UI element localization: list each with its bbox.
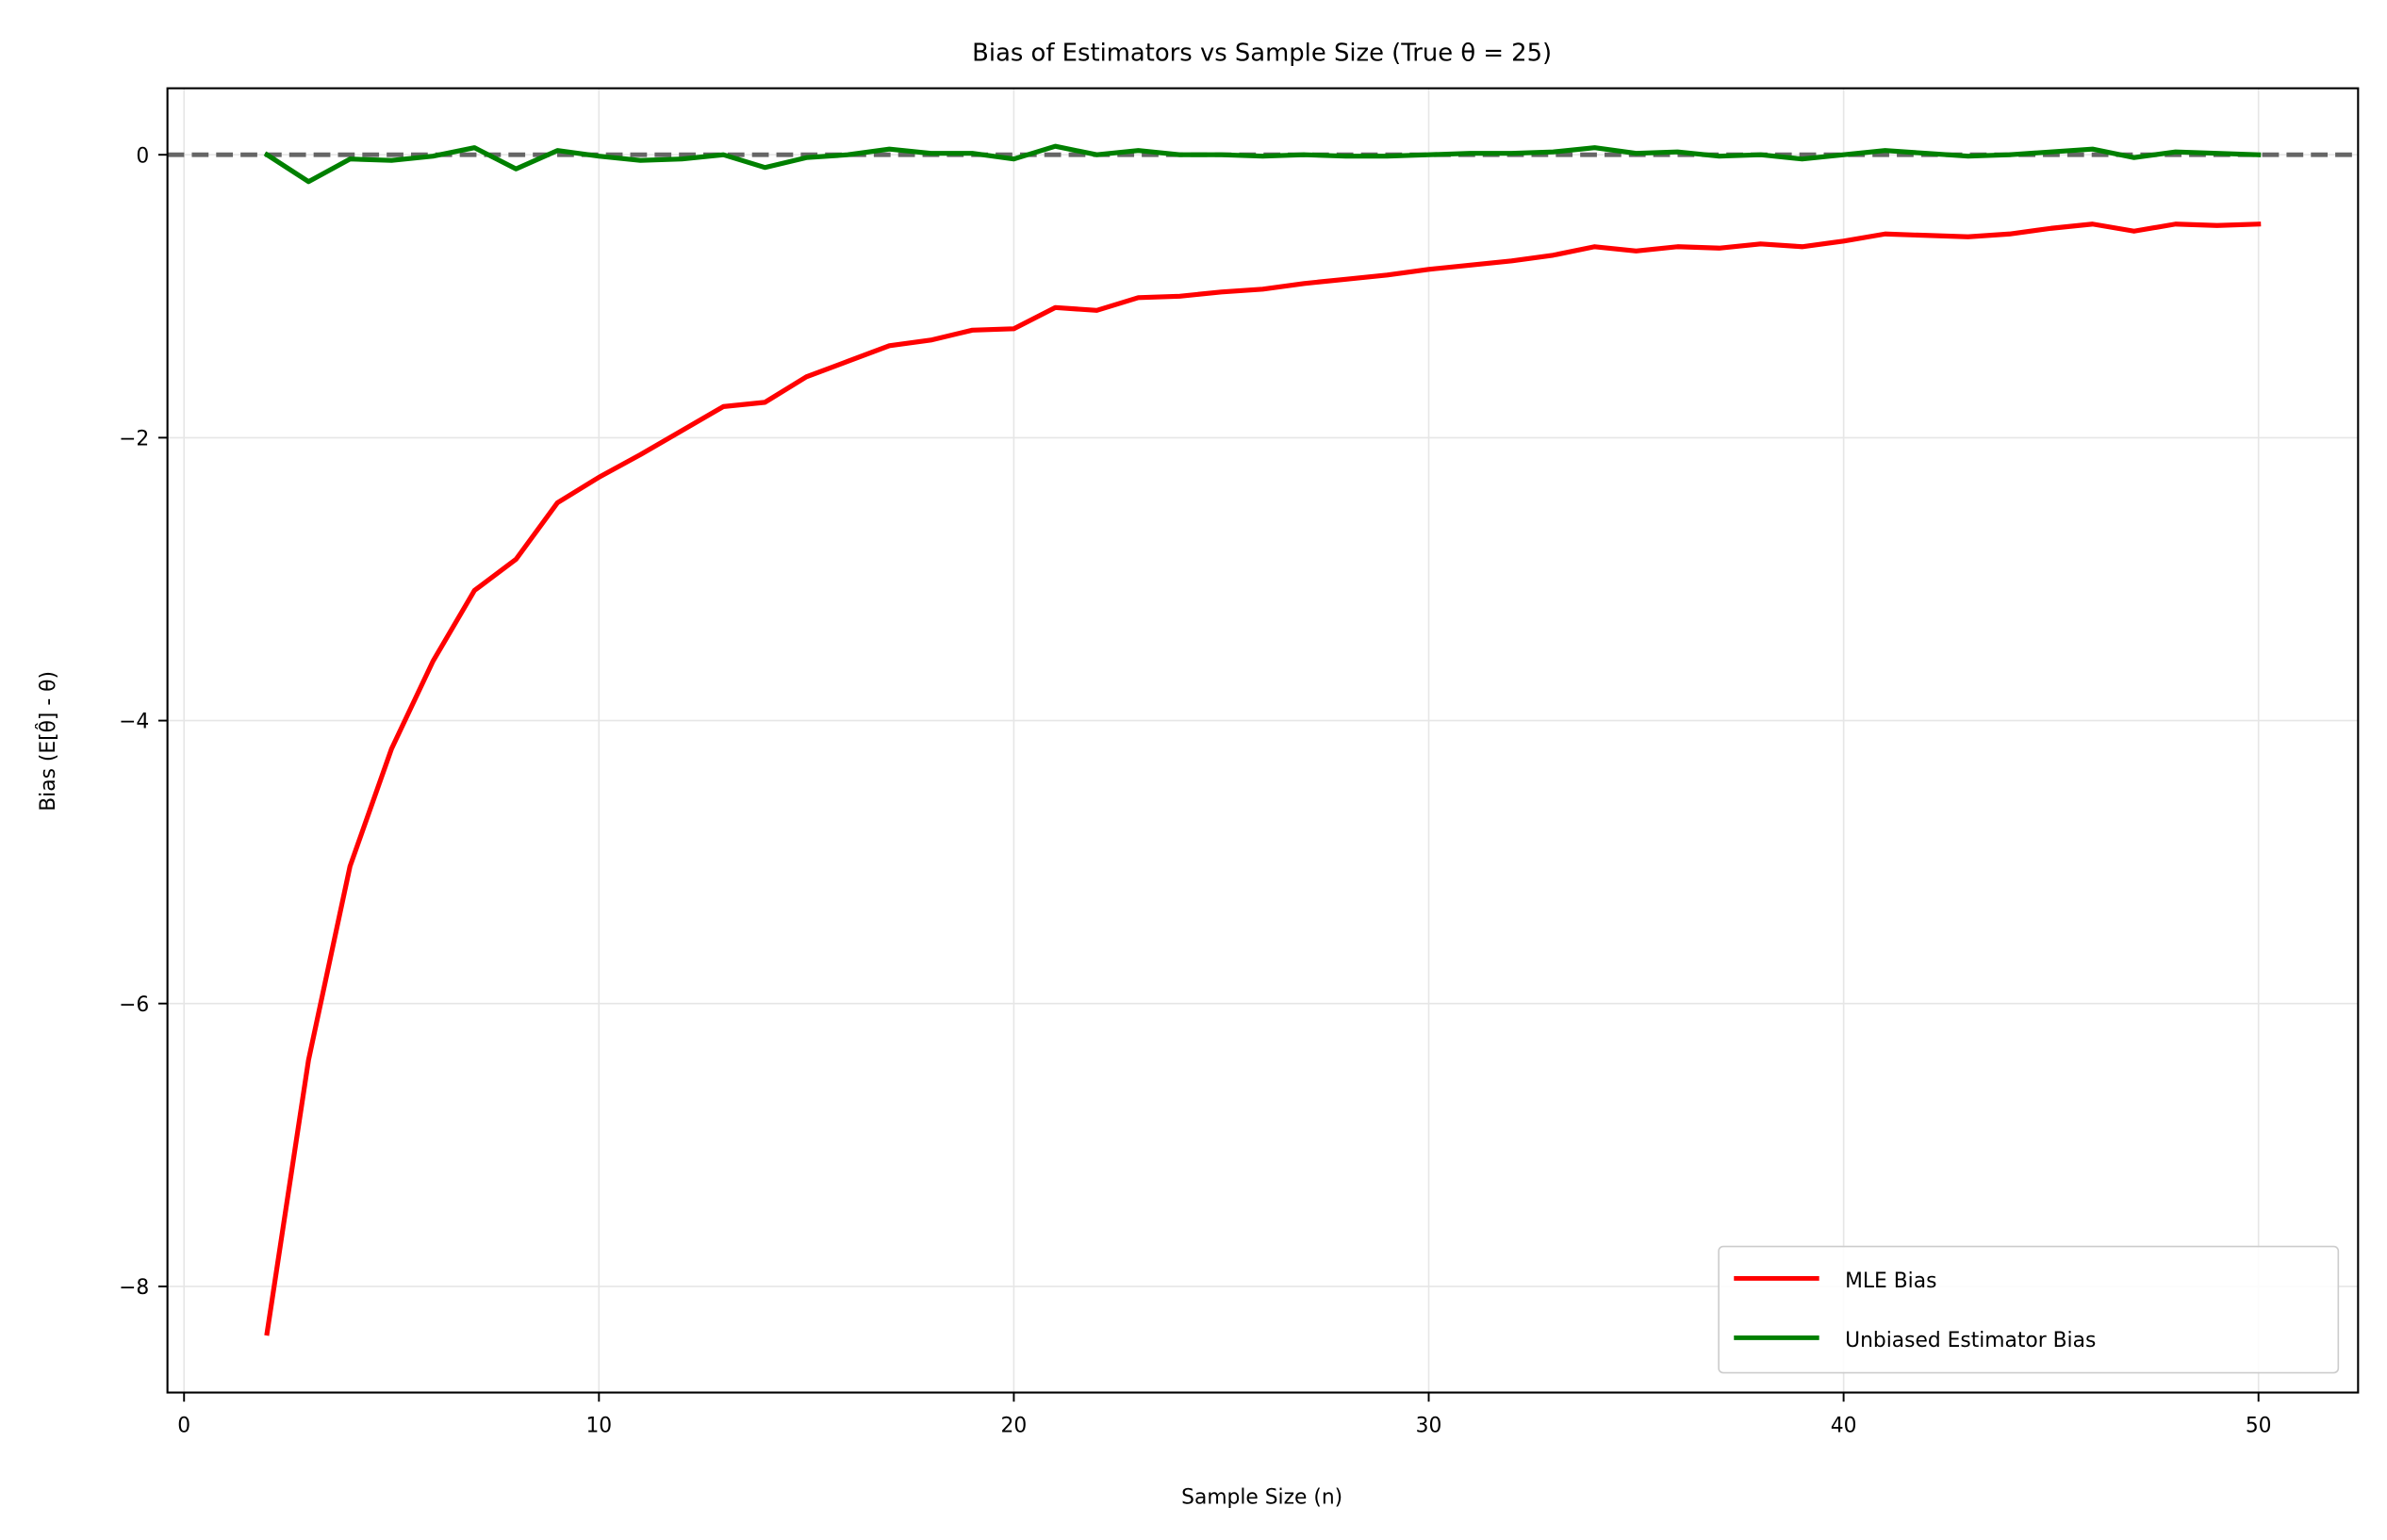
legend-box [1718, 1245, 2340, 1374]
x-tick-label: 30 [1416, 1415, 1442, 1438]
x-tick-label: 50 [2246, 1415, 2272, 1438]
plot-frame [166, 87, 2360, 1394]
y-axis-ticks: 0 −2 −4 −6 −8 [119, 144, 168, 1300]
grid [167, 88, 2359, 1393]
x-tick-label: 20 [1001, 1415, 1028, 1438]
x-tick-label: 10 [585, 1415, 612, 1438]
chart-title: Bias of Estimators vs Sample Size (True … [972, 40, 1552, 68]
legend-label-mle: MLE Bias [1845, 1270, 1936, 1293]
y-tick-label: −4 [119, 711, 149, 734]
legend-label-unbiased: Unbiased Estimator Bias [1845, 1329, 2096, 1352]
y-tick-label: −2 [119, 427, 149, 451]
legend: MLE Bias Unbiased Estimator Bias [1718, 1245, 2340, 1374]
x-axis-ticks: 0 10 20 30 40 50 [177, 1392, 2272, 1438]
x-tick-label: 40 [1831, 1415, 1857, 1438]
x-axis-label: Sample Size (n) [1181, 1485, 1342, 1509]
y-axis-label: Bias (E[θ̂] - θ) [35, 671, 60, 811]
y-tick-label: 0 [136, 144, 149, 168]
mle-bias-line [264, 221, 2262, 1336]
x-tick-label: 0 [177, 1415, 190, 1438]
series-lines [263, 143, 2262, 1336]
y-tick-label: −6 [119, 993, 149, 1017]
y-tick-label: −8 [119, 1276, 149, 1300]
unbiased-estimator-bias-line [263, 143, 2262, 185]
